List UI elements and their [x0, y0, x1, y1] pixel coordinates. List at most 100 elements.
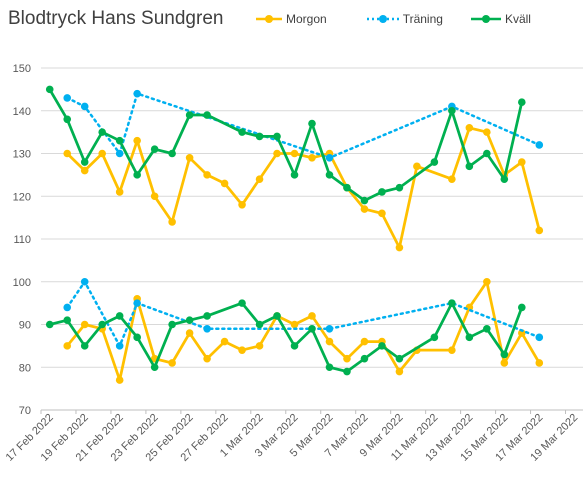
data-point-kvall	[343, 367, 351, 376]
data-point-traning	[535, 141, 544, 149]
legend-label-morgon: Morgon	[286, 12, 327, 26]
data-point-kvall	[430, 333, 439, 342]
data-point-morgon	[395, 243, 404, 252]
data-point-traning	[325, 324, 334, 333]
data-point-morgon	[343, 354, 351, 363]
data-point-kvall	[395, 354, 404, 363]
data-point-kvall	[518, 98, 526, 106]
data-point-traning	[203, 324, 211, 333]
data-point-kvall	[115, 312, 124, 320]
legend-item-morgon: Morgon	[256, 12, 327, 26]
series-line-kvall-systolic	[48, 88, 524, 202]
data-point-traning	[63, 94, 72, 102]
y-tick-label: 110	[13, 234, 31, 246]
data-point-morgon	[220, 337, 229, 346]
data-point-traning	[535, 333, 544, 342]
data-point-morgon	[360, 205, 369, 213]
data-point-kvall	[378, 342, 386, 350]
data-point-kvall	[80, 342, 89, 350]
data-point-kvall	[63, 115, 72, 124]
data-point-kvall	[308, 324, 316, 333]
data-point-kvall	[185, 111, 194, 119]
data-point-kvall	[238, 128, 246, 136]
y-tick-label: 140	[13, 106, 31, 118]
data-point-kvall	[115, 136, 124, 145]
data-point-kvall	[273, 132, 281, 141]
data-point-morgon	[483, 128, 491, 136]
data-point-kvall	[168, 320, 176, 329]
data-point-morgon	[168, 218, 176, 226]
data-point-morgon	[448, 346, 456, 354]
y-tick-label: 90	[19, 320, 31, 332]
data-point-kvall	[395, 183, 404, 192]
legend-label-traning: Träning	[402, 12, 443, 26]
data-point-traning	[115, 342, 124, 350]
legend-item-traning: Träning	[366, 12, 443, 26]
data-point-kvall	[255, 320, 264, 329]
y-tick-label: 130	[13, 149, 31, 161]
data-point-kvall	[273, 312, 281, 320]
data-point-morgon	[518, 158, 526, 166]
data-point-kvall	[80, 158, 89, 166]
data-point-kvall	[150, 363, 159, 372]
data-point-morgon	[133, 136, 141, 145]
data-point-kvall	[133, 171, 141, 179]
y-tick-label: 120	[13, 191, 31, 203]
data-point-morgon	[465, 124, 474, 132]
data-point-morgon	[220, 179, 229, 188]
data-point-kvall	[203, 111, 211, 119]
data-point-kvall	[360, 354, 369, 363]
data-point-morgon	[63, 342, 72, 350]
data-point-morgon	[98, 149, 106, 158]
data-point-morgon	[203, 171, 211, 179]
data-point-morgon	[185, 329, 194, 337]
data-point-kvall	[518, 303, 526, 312]
legend-item-kvall: Kväll	[470, 12, 531, 26]
data-point-morgon	[80, 320, 89, 329]
data-point-kvall	[98, 128, 106, 136]
data-point-kvall	[448, 299, 456, 307]
data-point-kvall	[290, 342, 299, 350]
series-kvall	[45, 85, 526, 376]
data-point-kvall	[483, 324, 491, 333]
data-point-morgon	[413, 162, 421, 171]
data-point-morgon	[518, 329, 526, 337]
data-point-morgon	[255, 342, 264, 350]
data-point-traning	[325, 153, 334, 162]
data-point-kvall	[308, 119, 316, 128]
y-axis-ticks: 70 80 90 100 110 120 130 140 150	[13, 63, 31, 417]
data-point-kvall	[168, 149, 176, 158]
data-point-kvall	[185, 316, 194, 325]
data-point-morgon	[203, 354, 211, 363]
data-point-morgon	[115, 376, 124, 384]
data-point-morgon	[168, 359, 176, 367]
data-point-morgon	[63, 149, 72, 158]
data-point-kvall	[430, 158, 439, 166]
data-point-traning	[80, 102, 89, 111]
data-point-kvall	[63, 316, 72, 325]
data-point-kvall	[483, 149, 491, 158]
data-point-kvall	[325, 363, 334, 372]
chart-title: Blodtryck Hans Sundgren	[8, 8, 224, 29]
data-point-traning	[63, 303, 72, 312]
data-point-kvall	[290, 171, 299, 179]
data-point-kvall	[325, 171, 334, 179]
data-point-kvall	[500, 350, 509, 359]
data-point-kvall	[255, 132, 264, 141]
data-point-morgon	[308, 312, 316, 320]
legend-label-kvall: Kväll	[504, 12, 531, 26]
data-point-morgon	[150, 192, 159, 201]
data-point-kvall	[98, 320, 106, 329]
data-point-morgon	[238, 346, 246, 354]
data-point-kvall	[238, 299, 246, 307]
data-point-morgon	[238, 201, 246, 209]
data-point-morgon	[535, 359, 544, 367]
data-point-morgon	[80, 166, 89, 175]
data-point-kvall	[203, 312, 211, 320]
data-point-kvall	[500, 175, 509, 183]
y-tick-label: 80	[19, 362, 31, 374]
data-point-morgon	[448, 175, 456, 183]
y-tick-label: 100	[13, 277, 31, 289]
